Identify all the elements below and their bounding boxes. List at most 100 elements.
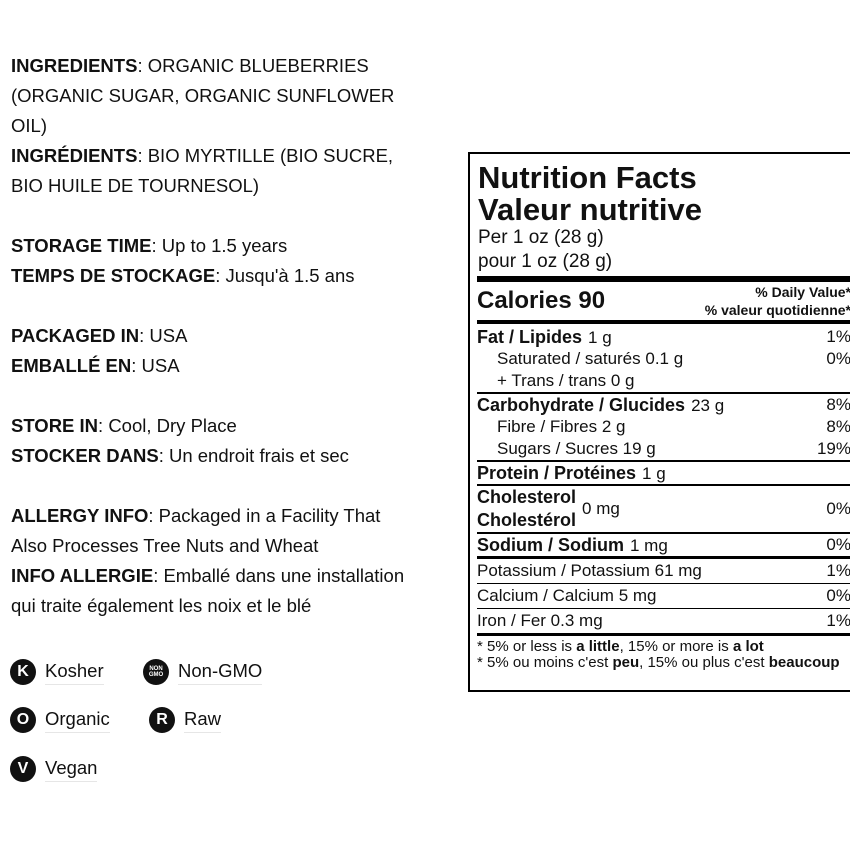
info-line: PACKAGED IN: USA <box>11 321 461 351</box>
nutrient-row: Cholesterol Cholestérol 0 mg 0% <box>477 486 850 534</box>
footnote-text: a lot <box>732 638 764 655</box>
info-section: STORE IN: Cool, Dry Place STOCKER DANS: U… <box>11 411 461 471</box>
nutrient-name: Calcium / Calcium 5 mg <box>477 586 657 605</box>
footnote-text: a little <box>576 638 620 655</box>
info-label: STORE IN <box>11 415 99 436</box>
nutrient-name: Iron / Fer 0.3 mg <box>477 611 603 630</box>
nutrient-amount: 1 mg <box>630 535 668 555</box>
badge-label: Non-GMO <box>178 660 263 685</box>
info-line: STOCKER DANS: Un endroit frais et sec <box>11 441 461 471</box>
nutrient-amount: 0 mg <box>582 499 620 518</box>
nutrient-name: Sugars / Sucres 19 g <box>497 439 656 458</box>
nutrient-amount: 23 g <box>691 395 725 415</box>
nutrient: Carbohydrate / Glucides 23 g <box>477 395 724 416</box>
info-text: (ORGANIC SUGAR, ORGANIC SUNFLOWER <box>11 85 395 106</box>
badge: K Kosher <box>10 659 104 685</box>
info-line: TEMPS DE STOCKAGE: Jusqu'à 1.5 ans <box>11 261 461 291</box>
info-label: ALLERGY INFO <box>11 505 149 526</box>
info-line: ALLERGY INFO: Packaged in a Facility Tha… <box>11 501 461 531</box>
nutrient-name: + Trans / trans 0 g <box>497 371 635 390</box>
info-line: qui traite également les noix et le blé <box>11 591 461 621</box>
info-text: : Cool, Dry Place <box>98 415 237 436</box>
info-text: : Emballé dans une installation <box>153 565 405 586</box>
daily-value: 1% <box>826 561 850 580</box>
info-label: INFO ALLERGIE <box>11 565 154 586</box>
info-text: : BIO MYRTILLE (BIO SUCRE, <box>137 145 394 166</box>
info-line: OIL) <box>11 111 461 141</box>
info-label: TEMPS DE STOCKAGE <box>11 265 216 286</box>
daily-value: 0% <box>826 499 850 518</box>
calories: Calories 90 <box>477 287 606 314</box>
divider <box>477 276 850 282</box>
nutrient: Fat / Lipides 1 g <box>477 327 612 348</box>
nf-title: Nutrition Facts <box>478 160 697 195</box>
info-text: : Jusqu'à 1.5 ans <box>215 265 355 286</box>
info-line: INGREDIENTS: ORGANIC BLUEBERRIES <box>11 51 461 81</box>
nf-title: Valeur nutritive <box>478 192 702 227</box>
footnote-text: * 5% ou moins c'est <box>477 654 613 671</box>
nutrient-row: + Trans / trans 0 g <box>477 370 850 394</box>
info-section: STORAGE TIME: Up to 1.5 years TEMPS DE ST… <box>11 231 461 291</box>
nutrient-amount: 1 g <box>642 463 666 483</box>
info-text: : Un endroit frais et sec <box>158 445 349 466</box>
divider <box>477 320 850 324</box>
nutrient-name: Fibre / Fibres 2 g <box>497 417 626 436</box>
daily-value: 0% <box>826 535 850 554</box>
serving: pour 1 oz (28 g) <box>478 251 613 272</box>
info-text: Also Processes Tree Nuts and Wheat <box>11 535 319 556</box>
footnote-text: beaucoup <box>768 654 840 671</box>
nutrient-row: Iron / Fer 0.3 mg 1% <box>477 609 850 636</box>
info-line: STORAGE TIME: Up to 1.5 years <box>11 231 461 261</box>
info-line: BIO HUILE DE TOURNESOL) <box>11 171 461 201</box>
nutrient-name: Potassium / Potassium 61 mg <box>477 561 702 580</box>
nutrient-row: Calcium / Calcium 5 mg 0% <box>477 584 850 609</box>
nutrient-name-line: Cholesterol <box>477 487 577 507</box>
nutrient: Sodium / Sodium 1 mg <box>477 535 668 556</box>
nutrient: Protein / Protéines 1 g <box>477 463 666 484</box>
calories-row: Calories 90 % Daily Value* % valeur quot… <box>477 282 850 320</box>
badge: O Organic <box>10 707 110 733</box>
badge-icon-text: NON <box>149 666 163 672</box>
info-text: OIL) <box>11 115 47 136</box>
info-label: PACKAGED IN <box>11 325 140 346</box>
info-section: INGREDIENTS: ORGANIC BLUEBERRIES (ORGANIC… <box>11 51 461 201</box>
nutrient-row: Saturated / saturés 0.1 g 0% <box>477 348 850 370</box>
daily-value: 0% <box>826 586 850 605</box>
footnote-text: , 15% or more is <box>619 638 733 655</box>
serving: Per 1 oz (28 g) <box>478 227 604 248</box>
badge-icon-text: GMO <box>148 672 164 678</box>
daily-value: 8% <box>826 417 850 436</box>
badge-icon: NON GMO <box>143 659 169 685</box>
nutrient-name: Fat / Lipides <box>477 326 583 347</box>
info-text: : USA <box>131 355 180 376</box>
nutrient: Cholesterol Cholestérol 0 mg <box>477 486 620 532</box>
badge-icon: R <box>149 707 175 733</box>
nutrient-amount: 1 g <box>588 327 612 347</box>
info-text: : Packaged in a Facility That <box>148 505 381 526</box>
nutrient-row: Carbohydrate / Glucides 23 g 8% <box>477 394 850 416</box>
info-text: qui traite également les noix et le blé <box>11 595 312 616</box>
daily-value: 1% <box>826 327 850 346</box>
info-text: : ORGANIC BLUEBERRIES <box>137 55 369 76</box>
footnote: * 5% ou moins c'est peu, 15% ou plus c'e… <box>477 655 850 671</box>
info-label: INGREDIENTS <box>11 55 138 76</box>
daily-value: 19% <box>816 439 850 458</box>
info-label: STOCKER DANS <box>11 445 159 466</box>
badge-label: Vegan <box>45 757 98 782</box>
nutrient-name: Carbohydrate / Glucides <box>477 394 686 415</box>
nutrient-row: Fibre / Fibres 2 g 8% <box>477 416 850 438</box>
info-label: INGRÉDIENTS <box>11 145 138 166</box>
info-text: : Up to 1.5 years <box>151 235 288 256</box>
badge: R Raw <box>149 707 222 733</box>
info-text: : USA <box>139 325 188 346</box>
dv-header-line: % valeur quotidienne* <box>704 302 850 318</box>
badge-label: Kosher <box>45 660 104 685</box>
nutrient-row: Fat / Lipides 1 g 1% <box>477 326 850 348</box>
nutrient-name: Saturated / saturés 0.1 g <box>497 349 684 368</box>
info-label: EMBALLÉ EN <box>11 355 132 376</box>
nutrient-row: Protein / Protéines 1 g <box>477 462 850 486</box>
badge-icon: V <box>10 756 36 782</box>
nutrient-name: Cholesterol Cholestérol <box>477 486 576 532</box>
badge-label: Raw <box>184 708 222 733</box>
info-line: Also Processes Tree Nuts and Wheat <box>11 531 461 561</box>
